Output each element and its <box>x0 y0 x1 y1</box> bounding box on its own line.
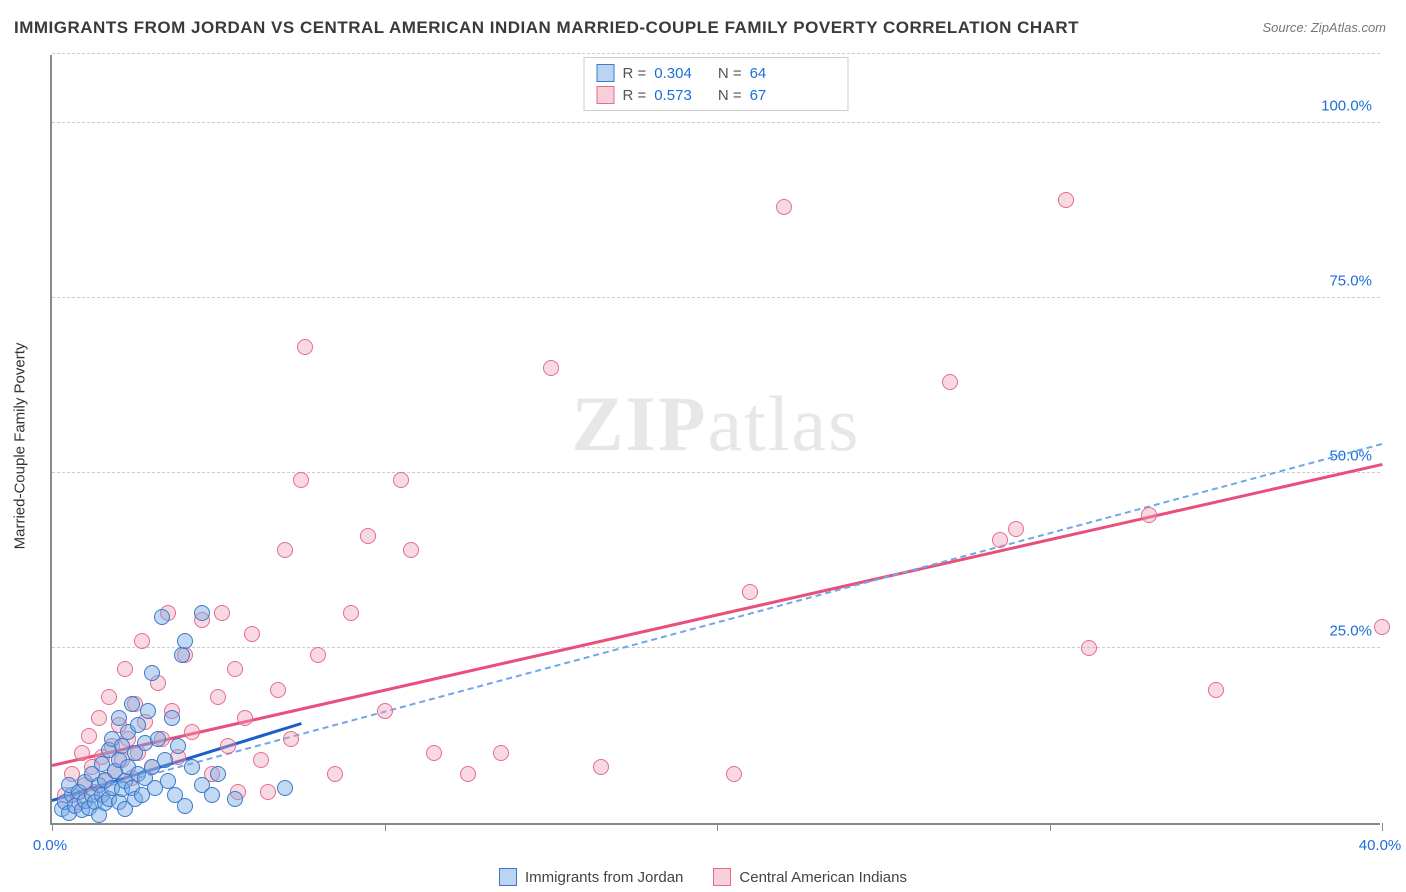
data-point <box>124 696 140 712</box>
data-point <box>74 745 90 761</box>
data-point <box>130 717 146 733</box>
data-point <box>742 584 758 600</box>
data-point <box>157 752 173 768</box>
scatter-plot-area: ZIPatlas R = 0.304 N = 64 R = 0.573 N = … <box>50 55 1380 825</box>
data-point <box>426 745 442 761</box>
data-point <box>393 472 409 488</box>
data-point <box>237 710 253 726</box>
gridline <box>52 53 1380 54</box>
data-point <box>253 752 269 768</box>
x-tick <box>385 823 386 831</box>
data-point <box>164 710 180 726</box>
data-point <box>327 766 343 782</box>
x-tick-label: 0.0% <box>33 837 67 854</box>
data-point <box>184 759 200 775</box>
data-point <box>270 682 286 698</box>
data-point <box>177 633 193 649</box>
data-point <box>493 745 509 761</box>
data-point <box>1081 640 1097 656</box>
chart-title: IMMIGRANTS FROM JORDAN VS CENTRAL AMERIC… <box>14 18 1079 38</box>
x-tick-label: 40.0% <box>1359 837 1402 854</box>
data-point <box>244 626 260 642</box>
legend-stats-row-blue: R = 0.304 N = 64 <box>597 62 836 84</box>
legend-stats-row-pink: R = 0.573 N = 67 <box>597 84 836 106</box>
data-point <box>403 542 419 558</box>
data-point <box>776 199 792 215</box>
data-point <box>144 665 160 681</box>
data-point <box>1141 507 1157 523</box>
data-point <box>593 759 609 775</box>
swatch-blue-icon <box>499 868 517 886</box>
data-point <box>194 605 210 621</box>
data-point <box>726 766 742 782</box>
legend-series: Immigrants from Jordan Central American … <box>499 868 907 886</box>
data-point <box>150 731 166 747</box>
data-point <box>293 472 309 488</box>
data-point <box>1008 521 1024 537</box>
data-point <box>170 738 186 754</box>
data-point <box>227 661 243 677</box>
data-point <box>117 661 133 677</box>
swatch-pink-icon <box>713 868 731 886</box>
x-tick <box>52 823 53 831</box>
data-point <box>543 360 559 376</box>
data-point <box>210 689 226 705</box>
x-tick <box>1050 823 1051 831</box>
data-point <box>220 738 236 754</box>
data-point <box>1208 682 1224 698</box>
data-point <box>101 689 117 705</box>
data-point <box>260 784 276 800</box>
data-point <box>343 605 359 621</box>
y-tick-label: 100.0% <box>1321 98 1372 115</box>
data-point <box>1374 619 1390 635</box>
gridline <box>52 647 1380 648</box>
data-point <box>297 339 313 355</box>
data-point <box>377 703 393 719</box>
x-tick <box>717 823 718 831</box>
data-point <box>283 731 299 747</box>
data-point <box>210 766 226 782</box>
data-point <box>184 724 200 740</box>
y-axis-label: Married-Couple Family Poverty <box>12 343 29 550</box>
data-point <box>360 528 376 544</box>
gridline <box>52 297 1380 298</box>
watermark: ZIPatlas <box>572 379 861 469</box>
data-point <box>227 791 243 807</box>
data-point <box>277 542 293 558</box>
data-point <box>91 710 107 726</box>
data-point <box>154 609 170 625</box>
data-point <box>942 374 958 390</box>
gridline <box>52 472 1380 473</box>
data-point <box>992 532 1008 548</box>
legend-item-blue: Immigrants from Jordan <box>499 868 683 886</box>
data-point <box>277 780 293 796</box>
y-tick-label: 75.0% <box>1329 273 1372 290</box>
legend-item-pink: Central American Indians <box>713 868 907 886</box>
data-point <box>1058 192 1074 208</box>
data-point <box>111 710 127 726</box>
data-point <box>81 728 97 744</box>
y-tick-label: 25.0% <box>1329 623 1372 640</box>
data-point <box>134 633 150 649</box>
swatch-pink-icon <box>597 86 615 104</box>
data-point <box>214 605 230 621</box>
data-point <box>177 798 193 814</box>
trend-line <box>52 443 1383 802</box>
data-point <box>140 703 156 719</box>
legend-stats: R = 0.304 N = 64 R = 0.573 N = 67 <box>584 57 849 111</box>
data-point <box>310 647 326 663</box>
swatch-blue-icon <box>597 64 615 82</box>
data-point <box>174 647 190 663</box>
data-point <box>460 766 476 782</box>
source-label: Source: ZipAtlas.com <box>1262 20 1386 35</box>
gridline <box>52 122 1380 123</box>
x-tick <box>1382 823 1383 831</box>
data-point <box>204 787 220 803</box>
